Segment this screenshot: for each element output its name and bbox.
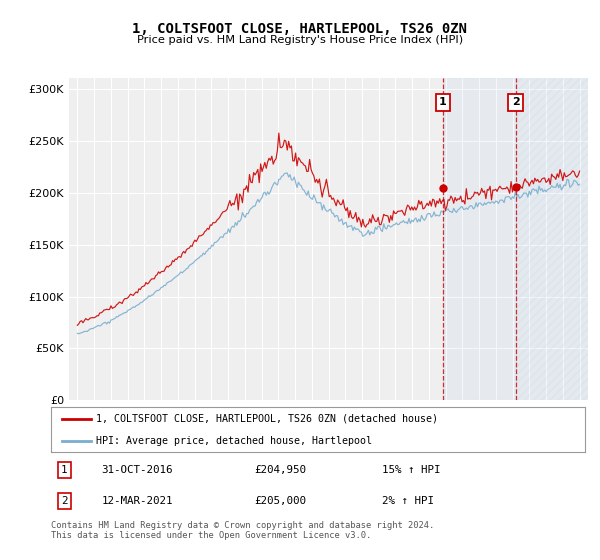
Text: 1, COLTSFOOT CLOSE, HARTLEPOOL, TS26 0ZN: 1, COLTSFOOT CLOSE, HARTLEPOOL, TS26 0ZN [133, 22, 467, 36]
Text: 2: 2 [61, 496, 68, 506]
Text: 12-MAR-2021: 12-MAR-2021 [102, 496, 173, 506]
Text: 1: 1 [439, 97, 447, 108]
Text: 2% ↑ HPI: 2% ↑ HPI [382, 496, 434, 506]
Text: 2: 2 [512, 97, 520, 108]
Bar [515, 78, 588, 400]
Text: £205,000: £205,000 [254, 496, 306, 506]
Text: 1, COLTSFOOT CLOSE, HARTLEPOOL, TS26 0ZN (detached house): 1, COLTSFOOT CLOSE, HARTLEPOOL, TS26 0ZN… [97, 414, 439, 424]
Bar [443, 78, 515, 400]
Text: 15% ↑ HPI: 15% ↑ HPI [382, 465, 440, 475]
Text: Contains HM Land Registry data © Crown copyright and database right 2024.
This d: Contains HM Land Registry data © Crown c… [51, 521, 434, 540]
Text: £204,950: £204,950 [254, 465, 306, 475]
Text: Price paid vs. HM Land Registry's House Price Index (HPI): Price paid vs. HM Land Registry's House … [137, 35, 463, 45]
Text: HPI: Average price, detached house, Hartlepool: HPI: Average price, detached house, Hart… [97, 436, 373, 446]
Text: 1: 1 [61, 465, 68, 475]
Text: 31-OCT-2016: 31-OCT-2016 [102, 465, 173, 475]
